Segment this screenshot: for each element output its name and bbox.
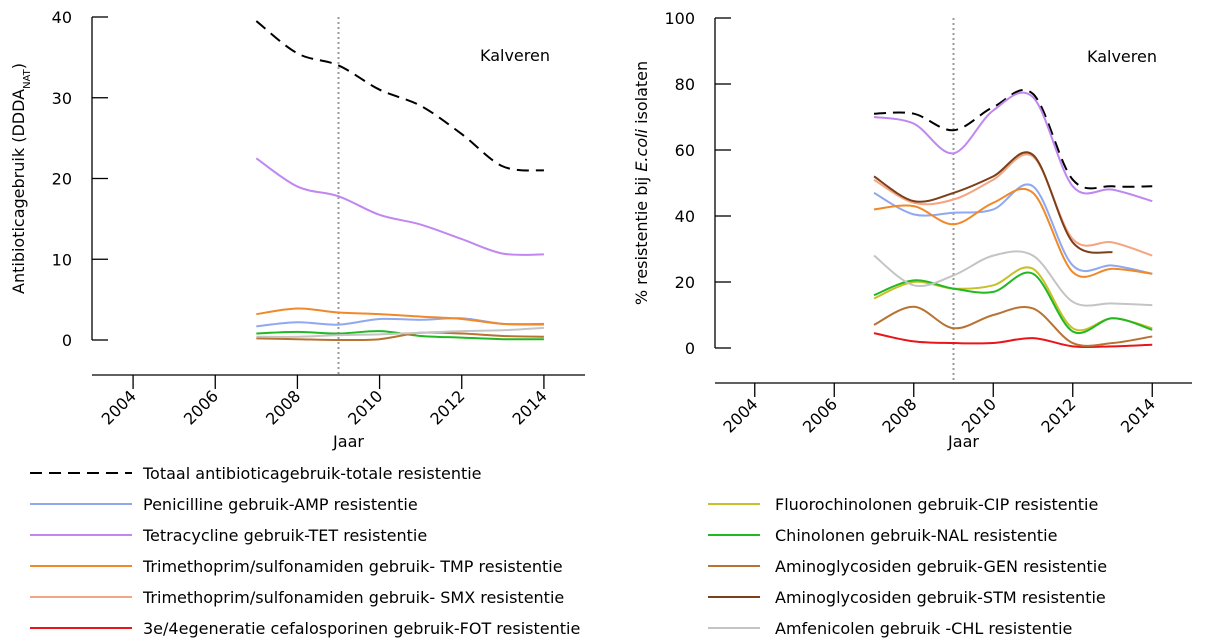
legend-label: Fluorochinolonen gebruik-CIP resistentie xyxy=(775,495,1098,514)
series-line xyxy=(256,326,544,338)
x-tick-label: 2004 xyxy=(719,394,761,436)
y-axis-label-part: % resistentie bij xyxy=(632,172,651,306)
y-tick-label: 20 xyxy=(52,170,72,189)
legend-label: Aminoglycosiden gebruik-GEN resistentie xyxy=(775,557,1107,576)
y-axis-label-part: NAT xyxy=(22,68,33,89)
x-axis-label: Jaar xyxy=(947,432,979,451)
series-line xyxy=(873,91,1153,203)
legend-label: Trimethoprim/sulfonamiden gebruik- SMX r… xyxy=(142,588,564,607)
series-line xyxy=(255,20,545,172)
y-tick-label: 40 xyxy=(675,207,695,226)
legend-label: 3e/4egeneratie cefalosporinen gebruik-FO… xyxy=(143,619,580,638)
x-tick-label: 2012 xyxy=(426,386,468,428)
y-tick-label: 30 xyxy=(52,89,72,108)
y-tick-label: 0 xyxy=(685,339,695,358)
x-axis-label: Jaar xyxy=(332,432,364,451)
series-line xyxy=(873,183,1153,275)
y-tick-label: 100 xyxy=(664,9,695,28)
y-tick-label: 40 xyxy=(52,8,72,27)
series-line xyxy=(873,89,1153,190)
legend-label: Tetracycline gebruik-TET resistentie xyxy=(142,526,427,545)
x-tick-label: 2006 xyxy=(180,386,222,428)
series-line xyxy=(255,157,544,256)
y-tick-label: 0 xyxy=(62,331,72,350)
y-tick-label: 60 xyxy=(675,141,695,160)
series-line xyxy=(873,266,1153,332)
series-line xyxy=(873,250,1153,307)
y-tick-label: 20 xyxy=(675,273,695,292)
series-line xyxy=(873,151,1113,254)
y-tick-label: 10 xyxy=(52,250,72,269)
series-line xyxy=(873,153,1153,257)
legend-label: Chinolonen gebruik-NAL resistentie xyxy=(775,526,1057,545)
legend-label: Totaal antibioticagebruik-totale resiste… xyxy=(142,464,482,483)
x-tick-label: 2014 xyxy=(1117,394,1159,436)
x-tick-label: 2010 xyxy=(958,394,1000,436)
x-tick-label: 2008 xyxy=(878,394,920,436)
x-tick-label: 2006 xyxy=(799,394,841,436)
annotation: Kalveren xyxy=(1087,47,1157,66)
x-tick-label: 2008 xyxy=(262,386,304,428)
series-line xyxy=(873,305,1153,347)
x-tick-label: 2010 xyxy=(344,386,386,428)
y-axis-label-part: ) xyxy=(9,63,28,69)
y-tick-label: 80 xyxy=(675,75,695,94)
series-line xyxy=(256,331,544,342)
annotation: Kalveren xyxy=(480,46,550,65)
x-tick-label: 2004 xyxy=(98,386,140,428)
y-axis-label-part: Antibioticagebruik (DDDA xyxy=(9,89,28,294)
y-axis-label-part: isolaten xyxy=(632,61,651,129)
y-axis-label-part: E.coli xyxy=(632,128,651,171)
series-line xyxy=(873,271,1153,335)
x-tick-label: 2012 xyxy=(1037,394,1079,436)
series-line xyxy=(256,307,544,326)
y-axis-label: Antibioticagebruik (DDDANAT) xyxy=(9,63,33,294)
legend-label: Penicilline gebruik-AMP resistentie xyxy=(143,495,418,514)
series-line xyxy=(256,317,544,328)
series-line xyxy=(873,187,1153,278)
x-tick-label: 2014 xyxy=(509,386,551,428)
legend-label: Amfenicolen gebruik -CHL resistentie xyxy=(775,619,1072,638)
y-axis-label: % resistentie bij E.coli isolaten xyxy=(632,61,651,305)
legend-label: Aminoglycosiden gebruik-STM resistentie xyxy=(775,588,1106,607)
legend-label: Trimethoprim/sulfonamiden gebruik- TMP r… xyxy=(142,557,563,576)
series-line xyxy=(873,332,1153,349)
